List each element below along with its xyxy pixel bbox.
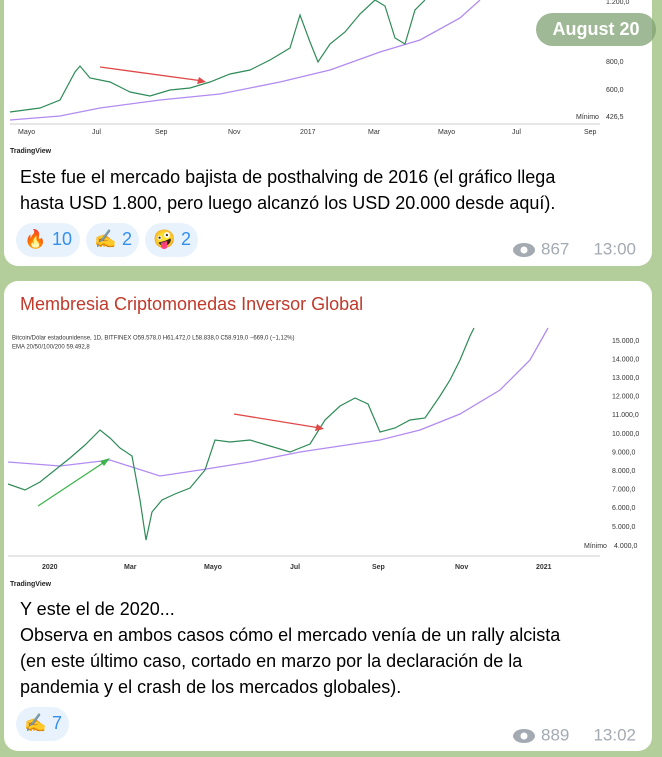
reaction-pill <box>16 223 80 257</box>
trend-arrow <box>99 66 204 82</box>
reaction-emoji: ✍️ <box>94 229 116 249</box>
reaction-pill <box>145 223 198 257</box>
x-axis-label: Jul <box>290 564 300 571</box>
reaction-emoji: ✍️ <box>24 713 46 733</box>
x-axis-label: Nov <box>455 564 468 571</box>
eye-icon <box>513 243 535 257</box>
message-text: (en este último caso, cortado en marzo p… <box>20 651 523 671</box>
message-bubble <box>4 281 652 751</box>
chart-image: 1.200,0 800,0 600,0 Mayo Jul Sep Nov 2017 Mar May… <box>9 0 629 136</box>
message-text: hasta USD 1.800, pero luego alcanzó los … <box>20 193 555 213</box>
min-value: 4.000,0 <box>614 543 637 550</box>
y-axis-label: 13.000,0 <box>612 375 639 382</box>
min-label: Mínimo <box>576 114 599 121</box>
reaction-count: 10 <box>52 229 72 249</box>
trend-arrow <box>233 413 321 429</box>
chart-indicator: EMA 20/50/100/200 59.492,8 <box>12 345 90 351</box>
y-axis-label: 9.000,0 <box>612 449 635 456</box>
price-line <box>7 327 475 541</box>
arrow-head <box>197 77 206 84</box>
reaction-count: 2 <box>122 229 132 249</box>
sender-name: Membresia Criptomonedas Inversor Global <box>20 294 363 314</box>
chart-header: Bitcoin/Dólar estadounidense, 1D, BITFIN… <box>12 336 295 342</box>
x-axis-label: Mar <box>124 564 137 571</box>
message-text: pandemia y el crash de los mercados glob… <box>20 677 401 697</box>
y-axis-label: 12.000,0 <box>612 394 639 401</box>
x-axis-label: Mar <box>368 129 381 136</box>
y-axis-label: 10.000,0 <box>612 431 639 438</box>
source-logo: TradingView <box>10 581 52 588</box>
y-axis-label: 5.000,0 <box>612 524 635 531</box>
x-axis-label: Jul <box>512 129 521 136</box>
date-badge-text: August 20 <box>552 19 639 39</box>
arrow-head <box>100 458 110 466</box>
reaction-pill <box>86 223 139 257</box>
message-bubble <box>4 0 652 266</box>
x-axis-label: Sep <box>584 129 597 136</box>
arrow-head <box>315 424 324 431</box>
reaction-pill <box>16 707 69 741</box>
x-axis-label: 2021 <box>536 564 552 571</box>
min-label: Mínimo <box>584 543 607 550</box>
message-text: Este fue el mercado bajista de posthalvi… <box>20 167 556 187</box>
ema-line <box>7 327 549 477</box>
y-axis-label: 600,0 <box>606 87 624 94</box>
x-axis-label: Jul <box>92 129 101 136</box>
reaction-emoji: 🔥 <box>24 228 46 249</box>
x-axis-label: Mayo <box>18 129 35 136</box>
message-text: Observa en ambos casos cómo el mercado v… <box>20 625 561 645</box>
trend-arrow <box>37 460 107 507</box>
price-line <box>9 0 426 113</box>
y-axis-label: 15.000,0 <box>612 338 639 345</box>
eye-icon <box>513 729 535 743</box>
ema-line <box>9 0 481 121</box>
view-count: 867 <box>541 239 569 258</box>
message-text: Y este el de 2020... <box>20 599 175 619</box>
view-count: 889 <box>541 725 569 744</box>
y-axis-label: 1.200,0 <box>606 0 629 6</box>
reaction-emoji: 🤪 <box>153 229 175 250</box>
date-badge <box>536 13 656 46</box>
x-axis-label: Mayo <box>438 129 455 136</box>
x-axis-label: Nov <box>228 129 241 136</box>
reaction-count: 2 <box>181 229 191 249</box>
chart-image: Bitcoin/Dólar estadounidense, 1D, BITFIN… <box>7 327 639 571</box>
min-value: 426,5 <box>606 114 624 121</box>
reaction-count: 7 <box>52 713 62 733</box>
message-time: 13:00 <box>593 239 636 258</box>
y-axis-label: 11.000,0 <box>612 412 639 419</box>
y-axis-label: 7.000,0 <box>612 487 635 494</box>
x-axis-label: 2017 <box>300 129 316 136</box>
y-axis-label: 8.000,0 <box>612 468 635 475</box>
x-axis-label: Sep <box>155 129 168 136</box>
y-axis-label: 14.000,0 <box>612 356 639 363</box>
x-axis-label: Mayo <box>204 564 222 571</box>
source-logo: TradingView <box>10 148 52 155</box>
y-axis-label: 6.000,0 <box>612 505 635 512</box>
x-axis-label: Sep <box>372 564 385 571</box>
x-axis-label: 2020 <box>42 564 58 571</box>
y-axis-label: 800,0 <box>606 59 624 66</box>
message-time: 13:02 <box>593 725 636 744</box>
